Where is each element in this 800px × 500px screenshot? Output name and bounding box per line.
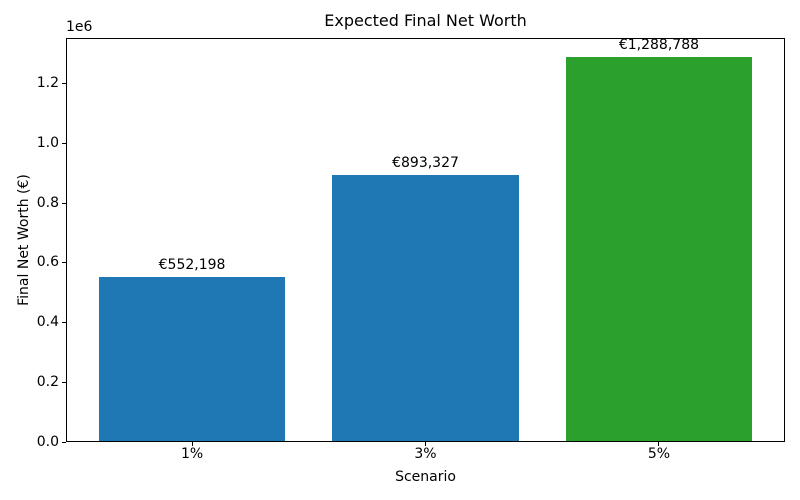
y-tick-mark [62, 441, 66, 443]
x-tick-label: 5% [647, 446, 671, 462]
x-tick-label: 1% [180, 446, 204, 462]
y-tick-label: 0.2 [36, 373, 59, 390]
y-tick-label: 0.0 [36, 433, 59, 450]
bar-1% [98, 277, 286, 442]
x-tick-mark [658, 442, 660, 446]
y-tick-mark [62, 381, 66, 383]
x-axis-label: Scenario [395, 469, 456, 485]
y-tick-mark [62, 83, 66, 85]
y-tick-mark [62, 142, 66, 144]
chart-title: Expected Final Net Worth [324, 11, 527, 30]
y-tick-label: 1.2 [36, 75, 59, 92]
x-tick-mark [425, 442, 426, 446]
y-tick-mark [62, 322, 66, 324]
bar-value-label: €1,288,788 [618, 37, 700, 54]
y-tick-mark [62, 202, 66, 204]
bar-5% [565, 57, 753, 442]
y-tick-label: 0.8 [36, 194, 59, 211]
y-axis-label: Final Net Worth (€) [16, 174, 32, 306]
bar-value-label: €893,327 [392, 155, 459, 172]
bar-value-label: €552,198 [158, 257, 226, 274]
y-tick-label: 1.0 [36, 134, 59, 151]
x-tick-label: 3% [414, 446, 437, 462]
plot-area: €552,198 €893,327 €1,288,788 [66, 38, 785, 442]
y-tick-mark [62, 262, 66, 264]
y-tick-label: 0.4 [36, 314, 59, 331]
y-tick-label: 0.6 [36, 254, 59, 271]
y-axis-offset-label: 1e6 [66, 19, 93, 35]
x-tick-mark [191, 442, 193, 446]
bar-3% [332, 175, 519, 442]
